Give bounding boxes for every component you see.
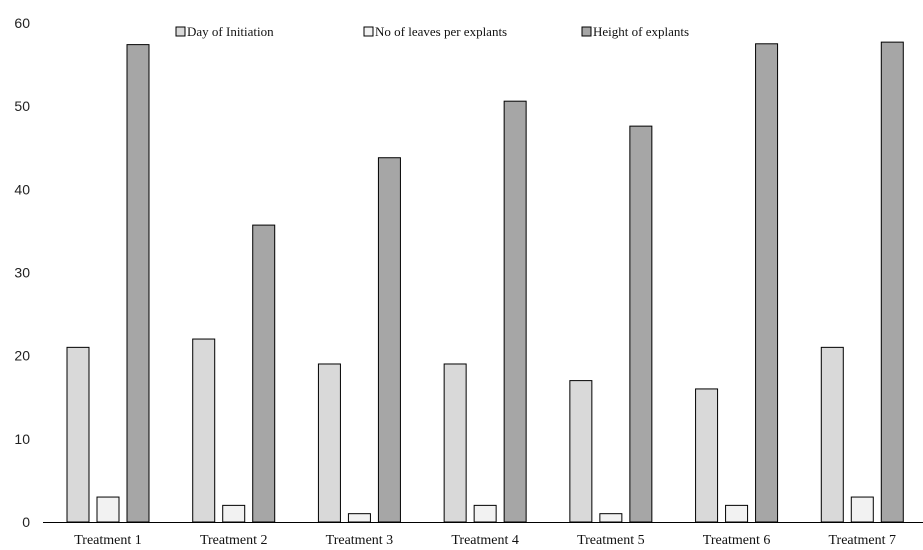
bar-group-treatment-4 <box>443 100 527 523</box>
x-tick-label: Treatment 2 <box>200 533 268 548</box>
y-axis: 0 10 20 30 40 50 60 <box>14 15 30 530</box>
x-axis: Treatment 1 Treatment 2 Treatment 3 Treatme… <box>43 522 923 548</box>
bar-no-of-leaves-per-explants-treatment-4 <box>473 504 497 523</box>
bar-no-of-leaves-per-explants-treatment-7 <box>850 496 874 523</box>
y-tick-label: 0 <box>22 514 30 530</box>
bar-height-of-explants-treatment-3 <box>377 157 401 523</box>
legend-label: No of leaves per explants <box>375 24 507 39</box>
legend-swatch <box>363 26 374 37</box>
bar-day-of-initiation-treatment-2 <box>192 338 216 523</box>
bar-day-of-initiation-treatment-1 <box>66 346 90 523</box>
legend-label: Day of Initiation <box>187 24 274 39</box>
bar-no-of-leaves-per-explants-treatment-5 <box>599 513 623 523</box>
x-tick-label: Treatment 5 <box>577 533 645 548</box>
bar-day-of-initiation-treatment-7 <box>820 346 844 523</box>
bar-group-treatment-1 <box>66 44 150 523</box>
y-tick-label: 10 <box>14 431 30 447</box>
bar-day-of-initiation-treatment-3 <box>317 363 341 523</box>
x-tick-label: Treatment 3 <box>326 533 394 548</box>
bar-no-of-leaves-per-explants-treatment-6 <box>725 504 749 523</box>
bar-height-of-explants-treatment-6 <box>755 43 779 523</box>
x-tick-label: Treatment 4 <box>451 533 519 548</box>
legend-swatch <box>175 26 186 37</box>
legend-item-height-of-explants: Height of explants <box>581 24 689 39</box>
bar-group-treatment-5 <box>569 125 653 523</box>
bar-group-treatment-2 <box>192 224 276 523</box>
x-tick-label: Treatment 7 <box>829 533 897 548</box>
bar-height-of-explants-treatment-4 <box>503 100 527 523</box>
y-tick-label: 30 <box>14 265 30 281</box>
y-tick-label: 20 <box>14 348 30 364</box>
bar-no-of-leaves-per-explants-treatment-2 <box>222 504 246 523</box>
bar-height-of-explants-treatment-1 <box>126 44 150 523</box>
legend-item-no-of-leaves-per-explants: No of leaves per explants <box>363 24 507 39</box>
bar-no-of-leaves-per-explants-treatment-1 <box>96 496 120 523</box>
bar-day-of-initiation-treatment-4 <box>443 363 467 523</box>
y-tick-label: 40 <box>14 181 30 197</box>
y-tick-label: 60 <box>14 15 30 31</box>
legend-swatch <box>581 26 592 37</box>
bar-height-of-explants-treatment-2 <box>252 224 276 523</box>
chart-bars <box>66 41 904 523</box>
chart-legend: Day of Initiation No of leaves per explan… <box>175 24 689 39</box>
legend-item-day-of-initiation: Day of Initiation <box>175 24 274 39</box>
y-tick-label: 50 <box>14 98 30 114</box>
bar-group-treatment-7 <box>820 41 904 523</box>
legend-label: Height of explants <box>593 24 689 39</box>
bar-no-of-leaves-per-explants-treatment-3 <box>347 513 371 523</box>
x-tick-label: Treatment 1 <box>74 533 142 548</box>
bar-group-treatment-3 <box>317 157 401 523</box>
bar-height-of-explants-treatment-5 <box>629 125 653 523</box>
bar-height-of-explants-treatment-7 <box>880 41 904 523</box>
bar-day-of-initiation-treatment-5 <box>569 380 593 523</box>
bar-day-of-initiation-treatment-6 <box>695 388 719 523</box>
bar-group-treatment-6 <box>695 43 779 523</box>
x-tick-label: Treatment 6 <box>703 533 771 548</box>
